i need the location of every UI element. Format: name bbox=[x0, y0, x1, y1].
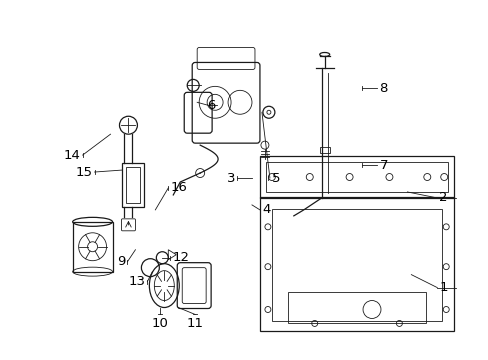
Text: 2: 2 bbox=[438, 192, 447, 204]
Text: 16: 16 bbox=[170, 181, 187, 194]
Bar bbox=[271, 209, 441, 321]
Text: 13: 13 bbox=[128, 275, 145, 288]
Bar bbox=[122, 163, 144, 207]
Bar bbox=[319, 147, 329, 153]
Text: 1: 1 bbox=[438, 281, 447, 294]
Text: 6: 6 bbox=[206, 99, 215, 112]
Bar bbox=[287, 292, 426, 323]
Text: 3: 3 bbox=[226, 171, 235, 185]
Text: 15: 15 bbox=[76, 166, 92, 179]
Text: 4: 4 bbox=[262, 203, 270, 216]
Bar bbox=[260, 156, 453, 198]
Text: 5: 5 bbox=[271, 171, 280, 185]
Bar bbox=[260, 197, 453, 332]
Text: 10: 10 bbox=[152, 318, 168, 330]
Text: 7: 7 bbox=[379, 158, 387, 172]
Bar bbox=[126, 167, 140, 203]
Text: 12: 12 bbox=[172, 251, 189, 264]
Text: 8: 8 bbox=[379, 82, 387, 95]
Bar bbox=[265, 162, 447, 192]
Text: 9: 9 bbox=[117, 255, 125, 268]
Bar bbox=[73, 222, 112, 272]
Text: 11: 11 bbox=[186, 318, 203, 330]
Text: 14: 14 bbox=[63, 149, 81, 162]
